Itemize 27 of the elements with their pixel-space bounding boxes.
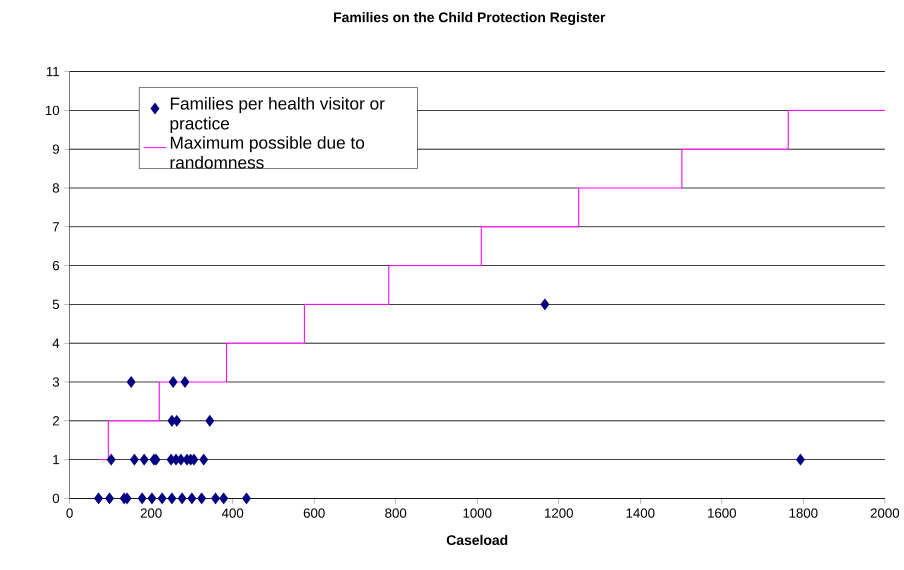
y-tick-label: 1	[53, 455, 59, 464]
x-tick-label: 200	[140, 508, 162, 518]
x-tick-label: 800	[385, 508, 406, 518]
x-tick-label: 1200	[545, 508, 573, 518]
y-tick-label: 7	[52, 222, 59, 232]
chart-title: Families on the Child Protection Register	[334, 12, 606, 26]
y-tick-label: 4	[52, 338, 60, 348]
y-tick-label: 11	[46, 67, 59, 76]
y-tick-label: 9	[52, 144, 59, 154]
legend-label: Families per health visitor or practice	[170, 97, 385, 133]
x-tick-label: 2000	[870, 508, 900, 518]
x-tick-label: 0	[66, 508, 73, 518]
legend-label: Maximum possible due to randomness	[170, 136, 364, 169]
y-tick-label: 2	[52, 416, 59, 426]
y-tick-label: 8	[52, 183, 60, 193]
x-tick-label: 1600	[708, 508, 736, 518]
x-axis-title: Caseload	[446, 534, 508, 546]
y-tick-label: 0	[52, 494, 60, 504]
y-tick-label: 10	[46, 106, 60, 116]
y-tick-label: 6	[52, 260, 60, 270]
y-tick-label: 3	[52, 377, 60, 387]
x-tick-label: 1000	[463, 508, 492, 518]
x-tick-label: 1800	[790, 508, 818, 518]
x-tick-label: 1400	[626, 508, 654, 518]
x-tick-label: 600	[304, 508, 325, 518]
x-tick-label: 400	[222, 508, 244, 518]
y-tick-label: 5	[52, 300, 60, 310]
